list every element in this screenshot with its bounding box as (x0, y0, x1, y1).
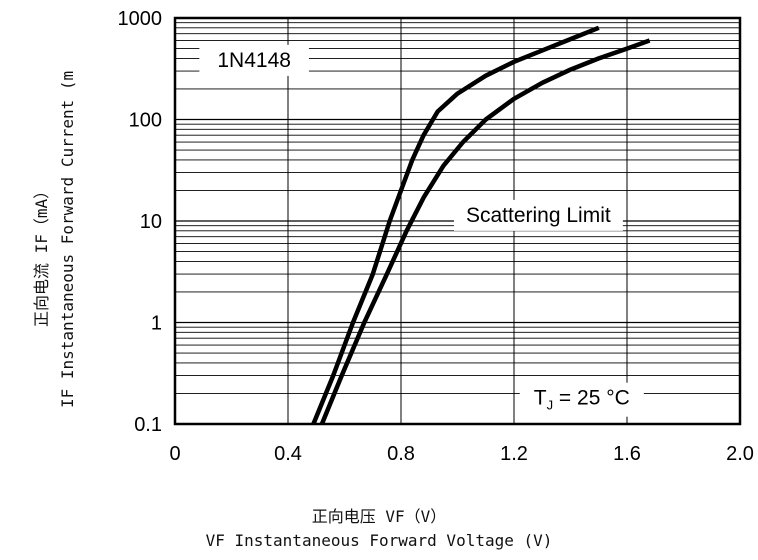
x-tick-label: 0 (169, 443, 180, 465)
scattering-label-background (453, 199, 623, 231)
y-axis-label-english: IF Instantaneous Forward Current (m (58, 70, 77, 408)
grid (175, 18, 740, 424)
curve-2 (319, 38, 651, 425)
x-axis-label-chinese: 正向电压 VF（V） (311, 507, 447, 526)
x-axis-label-english: VF Instantaneous Forward Voltage (V) (205, 531, 553, 550)
curve-1 (311, 25, 600, 425)
y-tick-label: 1000 (118, 8, 163, 30)
junction-temperature-label: TJ = 25 °C (534, 387, 630, 413)
x-tick-label: 0.8 (387, 443, 415, 465)
part-label-background (199, 44, 309, 76)
y-tick-label: 100 (129, 110, 162, 132)
y-tick-label: 1 (151, 313, 162, 335)
y-tick-label: 10 (140, 211, 162, 233)
plot-frame (173, 16, 742, 426)
temp-subscript: J (547, 398, 554, 413)
part-number-label: 1N4148 (217, 49, 291, 72)
x-tick-label: 1.2 (500, 443, 528, 465)
x-tick-label: 2.0 (726, 443, 754, 465)
temperature-label-background (519, 382, 644, 417)
scattering-limit-label: Scattering Limit (466, 204, 611, 227)
tick-labels: 0 0.4 0.8 1.2 1.6 2.0 0.1 1 10 100 1000 (118, 8, 754, 465)
y-axis-label-chinese: 正向电流 IF（mA） (32, 182, 51, 327)
x-tick-label: 1.6 (613, 443, 641, 465)
temp-symbol: T (534, 387, 547, 410)
x-tick-label: 0.4 (274, 443, 302, 465)
y-tick-label: 0.1 (134, 414, 162, 436)
curves (311, 25, 651, 425)
temp-value: = 25 °C (553, 387, 630, 410)
